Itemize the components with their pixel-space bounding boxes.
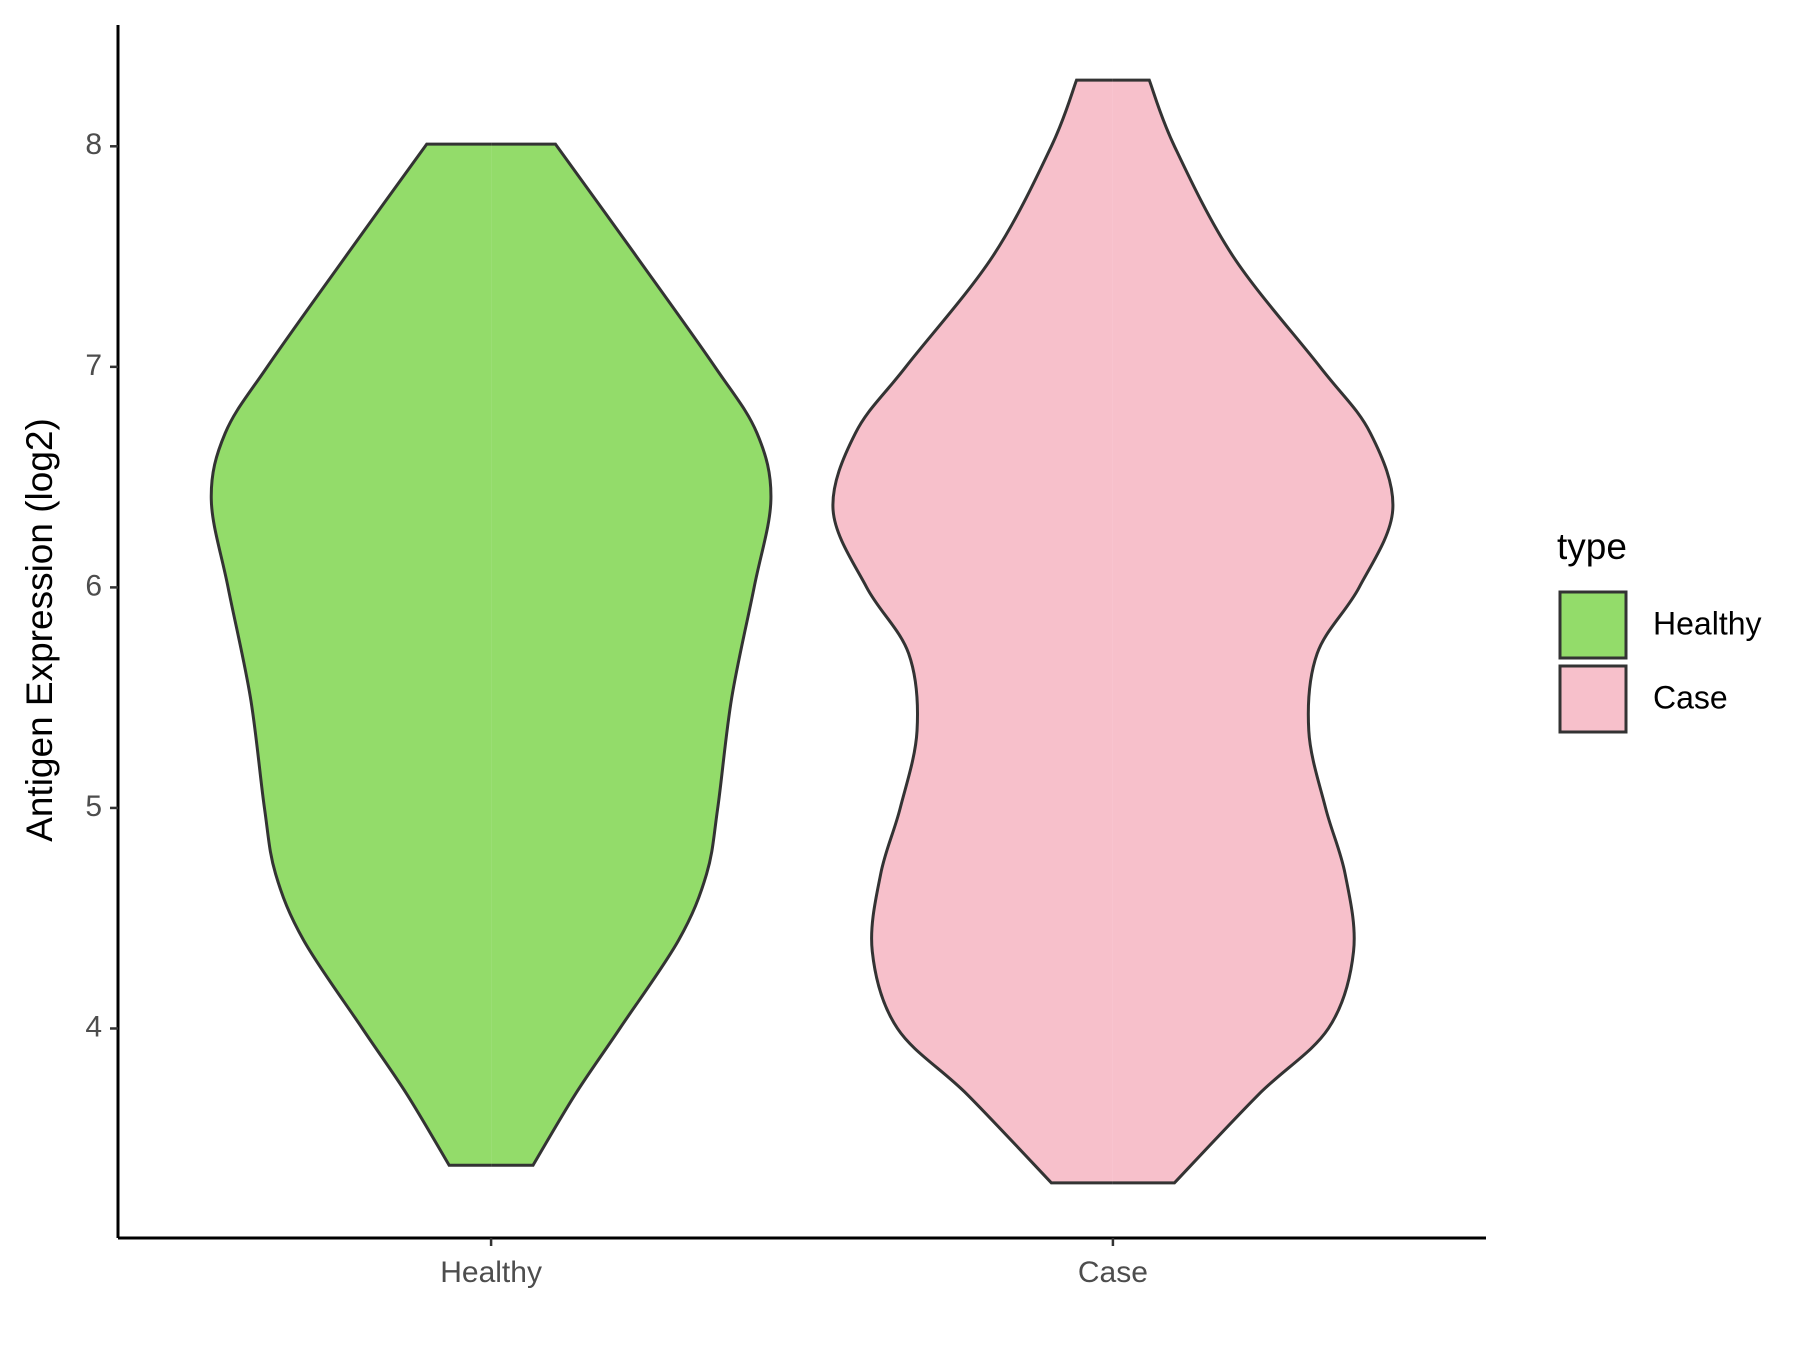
violin-outline [831, 78, 1113, 1185]
violin-outline [209, 142, 492, 1167]
legend-title: type [1557, 526, 1627, 567]
x-tick-label: Case [1078, 1256, 1148, 1289]
legend-key [1558, 590, 1628, 660]
violin-outline [491, 142, 773, 1167]
violin-fill [491, 144, 771, 1166]
y-tick-label: 5 [85, 790, 102, 823]
x-tick-label: Healthy [440, 1256, 542, 1289]
y-tick-label: 6 [85, 569, 102, 602]
violin-fill [1112, 80, 1393, 1183]
violin-outline [1112, 78, 1395, 1185]
violin-fill [211, 144, 492, 1166]
y-axis-label: Antigen Expression (log2) [19, 418, 60, 842]
legend-label: Case [1653, 679, 1728, 715]
y-tick-label: 7 [85, 349, 102, 382]
y-tick-label: 8 [85, 128, 102, 161]
legend-key [1558, 664, 1628, 734]
y-tick-label: 4 [85, 1010, 102, 1043]
violin-fill [832, 80, 1113, 1183]
legend-label: Healthy [1653, 605, 1762, 641]
